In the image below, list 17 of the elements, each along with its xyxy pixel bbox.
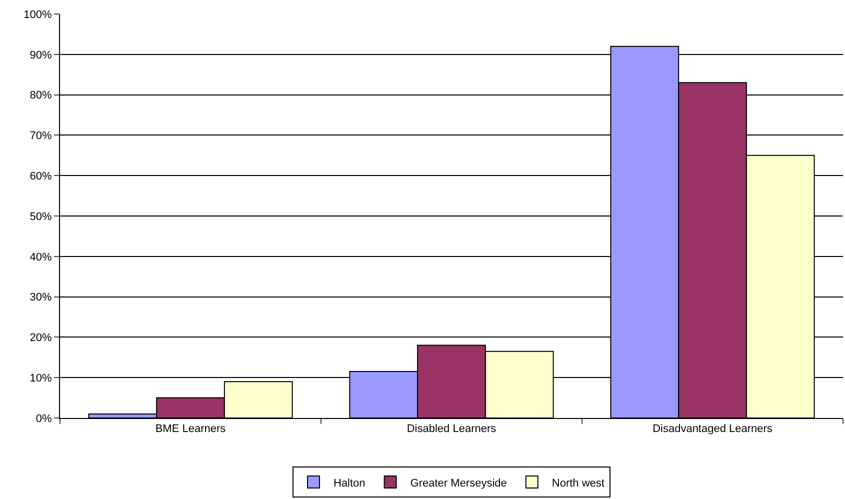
y-tick-label: 50% xyxy=(30,210,52,223)
y-tick-label: 30% xyxy=(30,292,52,304)
x-tick-label: Disabled Learners xyxy=(406,423,497,436)
y-tick-label: 70% xyxy=(30,130,52,142)
y-tick-label: 90% xyxy=(30,49,52,62)
y-tick-label: 80% xyxy=(30,90,52,102)
y-tick-label: 60% xyxy=(30,170,52,182)
y-tick-label: 100% xyxy=(24,8,52,21)
legend-label: North west xyxy=(552,477,604,490)
x-tick-label: Disadvantaged Learners xyxy=(652,423,773,436)
y-tick-label: 40% xyxy=(30,251,52,264)
y-tick-label: 0% xyxy=(36,412,52,425)
legend-label: Halton xyxy=(334,477,366,490)
legend-label: Greater Merseyside xyxy=(410,477,507,490)
y-tick-label: 10% xyxy=(30,372,52,384)
x-tick-label: BME Learners xyxy=(155,423,226,436)
y-tick-label: 20% xyxy=(30,332,52,344)
